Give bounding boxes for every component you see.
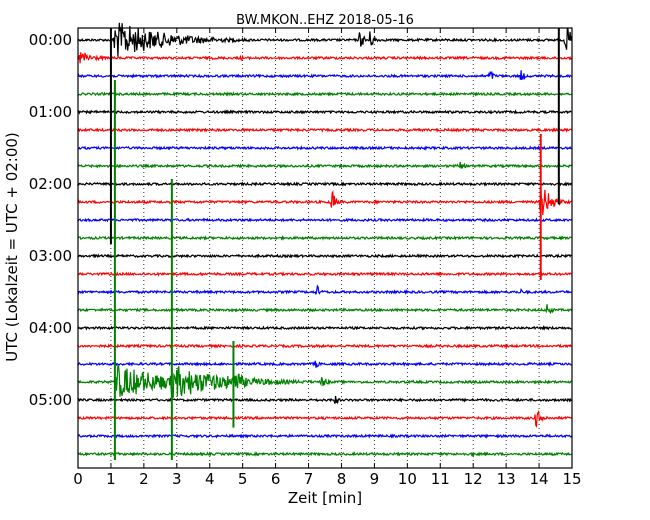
x-tick-label-7: 7 <box>304 470 314 488</box>
x-tick-label-2: 2 <box>139 470 149 488</box>
trace-row-2 <box>77 70 572 81</box>
trace-row-9 <box>77 183 572 216</box>
trace-row-20 <box>77 395 573 405</box>
trace-row-18 <box>77 360 572 368</box>
trace-row-5 <box>77 127 572 133</box>
trace-row-15 <box>77 304 573 315</box>
x-tick-label-5: 5 <box>238 470 248 488</box>
x-tick-label-13: 13 <box>497 470 516 488</box>
trace-row-14 <box>77 284 572 296</box>
trace-row-3 <box>77 91 572 97</box>
x-tick-label-11: 11 <box>431 470 450 488</box>
x-tick-label-10: 10 <box>398 470 417 488</box>
axis-ticks: 0 1 2 3 4 5 6 7 8 9 10 11 12 13 14 1500:0001:0002:0003:… <box>29 28 582 488</box>
y-tick-label-1: 01:00 <box>29 103 72 121</box>
grid-lines <box>110 28 540 468</box>
trace-row-23 <box>77 451 572 458</box>
x-tick-label-14: 14 <box>530 470 549 488</box>
x-tick-label-6: 6 <box>271 470 281 488</box>
plot-frame <box>77 27 573 469</box>
trace-row-13 <box>77 271 572 277</box>
y-tick-label-3: 03:00 <box>29 247 72 265</box>
y-tick-label-5: 05:00 <box>29 391 72 409</box>
trace-row-0 <box>77 22 573 57</box>
x-tick-label-0: 0 <box>73 470 83 488</box>
y-tick-label-0: 00:00 <box>29 31 72 49</box>
chart-title: BW.MKON..EHZ 2018-05-16 <box>236 13 414 28</box>
trace-row-16 <box>77 325 572 331</box>
trace-row-8 <box>77 181 573 187</box>
y-tick-label-2: 02:00 <box>29 175 72 193</box>
trace-row-1 <box>77 52 572 64</box>
trace-row-17 <box>77 343 572 349</box>
trace-row-22 <box>77 433 573 439</box>
x-tick-label-12: 12 <box>464 470 483 488</box>
x-tick-label-1: 1 <box>106 470 116 488</box>
x-tick-label-9: 9 <box>370 470 380 488</box>
x-tick-label-15: 15 <box>562 470 581 488</box>
trace-row-19 <box>77 364 572 398</box>
trace-row-7 <box>77 161 572 169</box>
trace-row-4 <box>77 109 572 115</box>
seismic-traces <box>77 22 573 458</box>
x-axis-label: Zeit [min] <box>288 489 362 507</box>
x-tick-label-4: 4 <box>205 470 215 488</box>
trace-row-6 <box>77 145 572 151</box>
trace-row-11 <box>77 235 572 241</box>
x-tick-label-8: 8 <box>337 470 347 488</box>
large-amplitude-spikes <box>109 28 560 460</box>
y-tick-label-4: 04:00 <box>29 319 72 337</box>
trace-row-10 <box>77 217 572 223</box>
trace-row-12 <box>77 253 572 259</box>
trace-row-21 <box>77 409 572 428</box>
x-tick-label-3: 3 <box>172 470 182 488</box>
y-axis-label: UTC (Lokalzeit = UTC + 02:00) <box>3 132 21 362</box>
